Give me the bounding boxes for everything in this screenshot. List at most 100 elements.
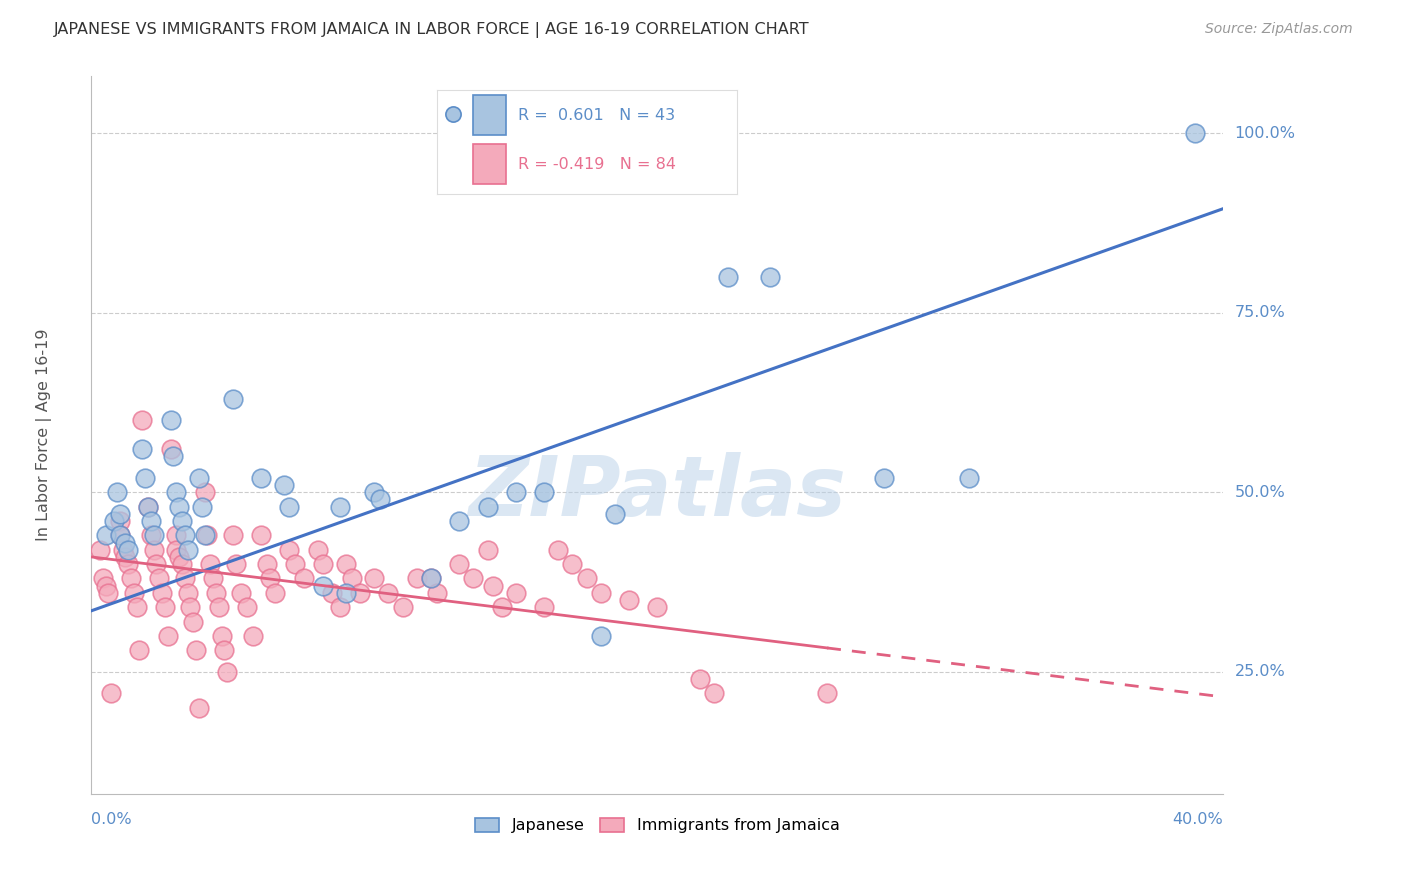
- Point: [759, 269, 782, 284]
- Legend: Japanese, Immigrants from Jamaica: Japanese, Immigrants from Jamaica: [468, 812, 846, 839]
- Point: [273, 478, 295, 492]
- Point: [225, 557, 247, 571]
- Point: [162, 450, 184, 464]
- Point: [419, 571, 441, 585]
- Text: JAPANESE VS IMMIGRANTS FROM JAMAICA IN LABOR FORCE | AGE 16-19 CORRELATION CHART: JAPANESE VS IMMIGRANTS FROM JAMAICA IN L…: [53, 22, 808, 38]
- Point: [187, 471, 209, 485]
- Point: [165, 542, 187, 557]
- Point: [108, 528, 131, 542]
- Point: [142, 528, 165, 542]
- Point: [617, 593, 640, 607]
- Point: [108, 514, 131, 528]
- Point: [117, 542, 139, 557]
- Point: [148, 571, 170, 585]
- Point: [153, 600, 176, 615]
- Point: [264, 586, 287, 600]
- Point: [575, 571, 598, 585]
- Point: [368, 492, 391, 507]
- Point: [491, 600, 513, 615]
- Point: [329, 600, 352, 615]
- Point: [165, 485, 187, 500]
- Point: [222, 528, 245, 542]
- Point: [176, 542, 198, 557]
- Text: 50.0%: 50.0%: [1234, 484, 1285, 500]
- Point: [872, 471, 894, 485]
- Point: [103, 514, 125, 528]
- Point: [278, 542, 301, 557]
- Point: [122, 586, 145, 600]
- Text: In Labor Force | Age 16-19: In Labor Force | Age 16-19: [37, 328, 52, 541]
- Point: [167, 549, 190, 564]
- Point: [105, 485, 128, 500]
- Point: [645, 600, 668, 615]
- Point: [108, 507, 131, 521]
- Point: [426, 586, 449, 600]
- Point: [231, 586, 253, 600]
- Text: 25.0%: 25.0%: [1234, 665, 1285, 680]
- Point: [139, 514, 162, 528]
- Point: [419, 571, 441, 585]
- Point: [179, 600, 201, 615]
- Point: [100, 686, 122, 700]
- Point: [120, 571, 142, 585]
- Point: [156, 629, 179, 643]
- Point: [377, 586, 399, 600]
- Point: [114, 535, 136, 549]
- Text: 75.0%: 75.0%: [1234, 305, 1285, 320]
- Point: [181, 615, 204, 629]
- Point: [363, 571, 385, 585]
- Point: [335, 557, 357, 571]
- Point: [187, 700, 209, 714]
- Point: [217, 665, 239, 679]
- Point: [259, 571, 281, 585]
- Point: [815, 686, 838, 700]
- Point: [150, 586, 173, 600]
- Point: [94, 579, 117, 593]
- Point: [312, 579, 335, 593]
- Point: [329, 500, 352, 514]
- Point: [482, 579, 505, 593]
- Point: [145, 557, 167, 571]
- Point: [214, 643, 236, 657]
- Point: [91, 571, 114, 585]
- Point: [184, 643, 207, 657]
- Point: [208, 600, 231, 615]
- Point: [173, 528, 195, 542]
- Point: [449, 557, 471, 571]
- Point: [589, 629, 612, 643]
- Point: [193, 485, 217, 500]
- Point: [170, 557, 193, 571]
- Point: [108, 528, 131, 542]
- Point: [236, 600, 259, 615]
- Point: [111, 542, 134, 557]
- Point: [139, 528, 162, 542]
- Point: [97, 586, 120, 600]
- Point: [363, 485, 385, 500]
- Point: [167, 500, 190, 514]
- Point: [717, 269, 740, 284]
- Point: [114, 549, 136, 564]
- Text: 100.0%: 100.0%: [1234, 126, 1295, 141]
- Point: [200, 557, 222, 571]
- Point: [547, 542, 569, 557]
- Point: [321, 586, 343, 600]
- Point: [250, 471, 273, 485]
- Point: [128, 643, 150, 657]
- Point: [533, 485, 555, 500]
- Point: [561, 557, 583, 571]
- Point: [159, 442, 181, 457]
- Point: [703, 686, 725, 700]
- Point: [405, 571, 427, 585]
- Point: [533, 600, 555, 615]
- Point: [256, 557, 278, 571]
- Text: ZIPatlas: ZIPatlas: [468, 451, 846, 533]
- Point: [165, 528, 187, 542]
- Point: [477, 500, 499, 514]
- Point: [211, 629, 233, 643]
- Point: [335, 586, 357, 600]
- Point: [477, 542, 499, 557]
- Point: [125, 600, 148, 615]
- Point: [197, 528, 219, 542]
- Point: [94, 528, 117, 542]
- Point: [117, 557, 139, 571]
